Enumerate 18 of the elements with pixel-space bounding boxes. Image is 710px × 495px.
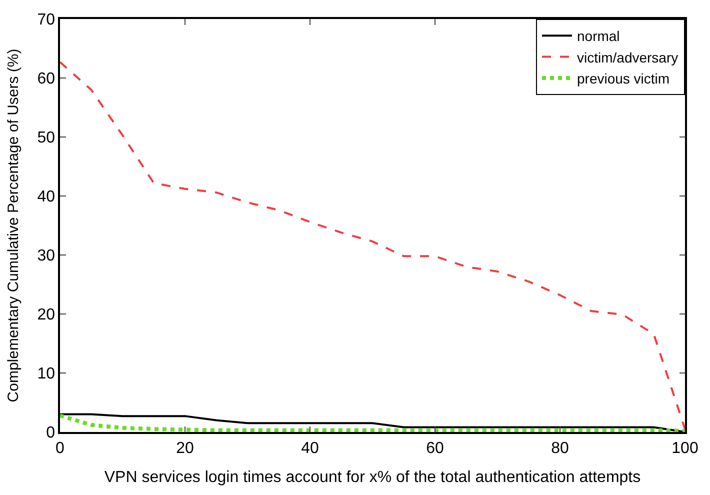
- x-tick-label: 40: [301, 440, 319, 457]
- legend-label: normal: [577, 28, 620, 44]
- legend-label: previous victim: [577, 70, 670, 86]
- y-tick-label: 50: [37, 130, 56, 147]
- legend-label: victim/adversary: [577, 49, 678, 66]
- x-tick-label: 100: [672, 440, 698, 457]
- y-tick-label: 30: [37, 248, 56, 265]
- x-tick-label: 80: [551, 440, 569, 457]
- y-axis-title: Complementary Cumulative Percentage of Users (%): [5, 48, 22, 402]
- y-tick-label: 20: [37, 306, 56, 324]
- x-tick-label: 60: [426, 440, 444, 457]
- x-tick-label: 20: [176, 440, 194, 457]
- y-tick-label: 70: [37, 12, 56, 29]
- y-tick-label: 60: [37, 70, 56, 88]
- y-tick-label: 40: [37, 188, 56, 206]
- y-tick-label: 0: [46, 424, 56, 442]
- x-axis-title: VPN services login times account for x% of the total authentication attempts: [104, 469, 641, 486]
- y-tick-label: 10: [37, 366, 56, 383]
